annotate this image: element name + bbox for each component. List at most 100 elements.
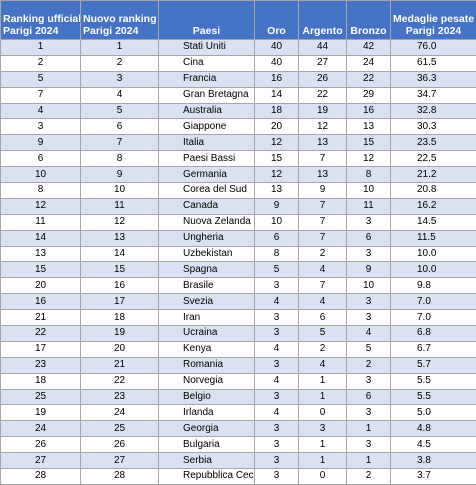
official-rank-cell: 19	[1, 405, 81, 421]
new-rank-cell: 11	[81, 198, 159, 214]
silver-cell: 13	[299, 135, 347, 151]
new-rank-cell: 28	[81, 469, 159, 485]
bronze-cell: 10	[347, 278, 391, 294]
weighted-medals-cell: 7.0	[391, 310, 476, 326]
silver-cell: 1	[299, 437, 347, 453]
gold-cell: 3	[255, 437, 299, 453]
weighted-medals-cell: 4.8	[391, 421, 476, 437]
weighted-medals-cell: 10.0	[391, 262, 476, 278]
weighted-medals-cell: 76.0	[391, 40, 476, 56]
silver-cell: 4	[299, 357, 347, 373]
new-rank-cell: 16	[81, 278, 159, 294]
official-rank-cell: 9	[1, 135, 81, 151]
new-rank-cell: 14	[81, 246, 159, 262]
weighted-medals-cell: 32.8	[391, 103, 476, 119]
silver-cell: 12	[299, 119, 347, 135]
silver-cell: 13	[299, 167, 347, 183]
bronze-cell: 9	[347, 262, 391, 278]
gold-cell: 18	[255, 103, 299, 119]
gold-cell: 4	[255, 405, 299, 421]
silver-cell: 7	[299, 151, 347, 167]
country-cell: Georgia	[159, 421, 255, 437]
country-cell: Iran	[159, 310, 255, 326]
official-rank-cell: 22	[1, 326, 81, 342]
official-rank-cell: 23	[1, 357, 81, 373]
country-cell: Stati Uniti	[159, 40, 255, 56]
country-cell: Canada	[159, 198, 255, 214]
bronze-cell: 3	[347, 310, 391, 326]
bronze-cell: 4	[347, 326, 391, 342]
silver-cell: 7	[299, 278, 347, 294]
silver-cell: 1	[299, 389, 347, 405]
new-rank-cell: 9	[81, 167, 159, 183]
new-rank-cell: 20	[81, 341, 159, 357]
official-rank-cell: 15	[1, 262, 81, 278]
bronze-cell: 6	[347, 230, 391, 246]
silver-cell: 6	[299, 310, 347, 326]
gold-cell: 5	[255, 262, 299, 278]
gold-cell: 16	[255, 71, 299, 87]
gold-cell: 4	[255, 294, 299, 310]
weighted-medals-cell: 5.0	[391, 405, 476, 421]
bronze-cell: 5	[347, 341, 391, 357]
weighted-medals-cell: 22.5	[391, 151, 476, 167]
official-rank-cell: 6	[1, 151, 81, 167]
gold-cell: 13	[255, 183, 299, 199]
gold-cell: 40	[255, 40, 299, 56]
silver-cell: 27	[299, 55, 347, 71]
silver-cell: 9	[299, 183, 347, 199]
weighted-medals-cell: 36.3	[391, 71, 476, 87]
silver-cell: 0	[299, 469, 347, 485]
silver-cell: 5	[299, 326, 347, 342]
new-rank-cell: 26	[81, 437, 159, 453]
bronze-cell: 3	[347, 373, 391, 389]
official-rank-cell: 16	[1, 294, 81, 310]
new-rank-cell: 4	[81, 87, 159, 103]
bronze-cell: 16	[347, 103, 391, 119]
new-rank-cell: 5	[81, 103, 159, 119]
silver-cell: 26	[299, 71, 347, 87]
gold-cell: 14	[255, 87, 299, 103]
official-rank-cell: 24	[1, 421, 81, 437]
official-rank-cell: 1	[1, 40, 81, 56]
official-rank-cell: 20	[1, 278, 81, 294]
bronze-cell: 42	[347, 40, 391, 56]
silver-cell: 7	[299, 230, 347, 246]
official-rank-cell: 21	[1, 310, 81, 326]
country-cell: Giappone	[159, 119, 255, 135]
gold-cell: 3	[255, 469, 299, 485]
bronze-cell: 13	[347, 119, 391, 135]
country-cell: Uzbekistan	[159, 246, 255, 262]
weighted-medals-cell: 5.5	[391, 373, 476, 389]
weighted-medals-cell: 21.2	[391, 167, 476, 183]
gold-cell: 9	[255, 198, 299, 214]
country-cell: Belgio	[159, 389, 255, 405]
weighted-medals-cell: 20.8	[391, 183, 476, 199]
country-cell: Ungheria	[159, 230, 255, 246]
bronze-cell: 3	[347, 246, 391, 262]
country-cell: Nuova Zelanda	[159, 214, 255, 230]
country-cell: Ucraina	[159, 326, 255, 342]
country-cell: Paesi Bassi	[159, 151, 255, 167]
silver-cell: 2	[299, 246, 347, 262]
weighted-medals-cell: 7.0	[391, 294, 476, 310]
new-rank-cell: 8	[81, 151, 159, 167]
weighted-medals-cell: 3.7	[391, 469, 476, 485]
